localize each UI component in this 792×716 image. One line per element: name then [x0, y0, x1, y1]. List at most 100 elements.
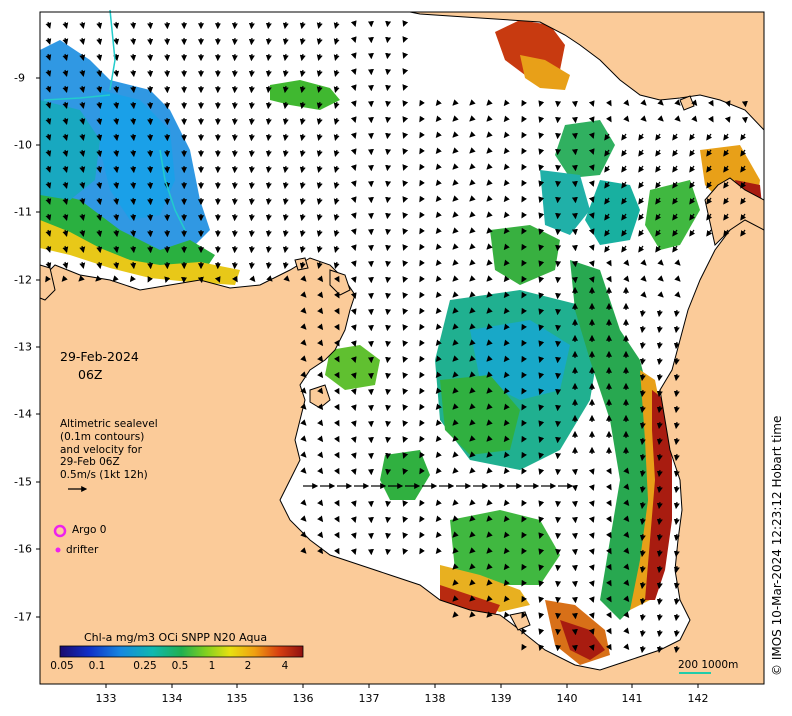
velocity-arrow	[385, 180, 392, 188]
velocity-arrow	[265, 149, 272, 158]
velocity-arrow	[638, 165, 645, 173]
velocity-arrow	[130, 197, 137, 206]
velocity-arrow	[656, 341, 663, 350]
velocity-arrow	[147, 85, 154, 94]
velocity-arrow	[45, 69, 52, 77]
velocity-arrow	[503, 563, 510, 571]
velocity-arrow	[605, 643, 612, 651]
velocity-arrow	[45, 53, 52, 61]
velocity-arrow	[265, 101, 272, 110]
velocity-arrow	[147, 245, 154, 254]
velocity-arrow	[385, 116, 392, 124]
altimetry-legend-line: 0.5m/s (1kt 12h)	[60, 469, 148, 482]
velocity-arrow	[385, 292, 392, 300]
velocity-arrow	[316, 117, 323, 125]
velocity-arrow	[469, 387, 476, 394]
velocity-arrow	[402, 68, 409, 75]
velocity-arrow	[350, 68, 357, 75]
velocity-arrow	[740, 229, 747, 237]
velocity-arrow	[419, 163, 425, 171]
x-axis-ticks	[105, 684, 699, 688]
velocity-arrow	[300, 323, 307, 330]
velocity-arrow	[538, 164, 545, 171]
velocity-arrow	[402, 500, 409, 507]
velocity-arrow	[248, 133, 255, 142]
velocity-arrow	[503, 339, 510, 347]
velocity-arrow	[300, 515, 307, 522]
velocity-arrow	[113, 229, 120, 238]
velocity-arrow	[655, 197, 662, 205]
velocity-arrow	[657, 291, 664, 298]
velocity-arrow	[621, 197, 628, 205]
velocity-arrow	[419, 131, 425, 139]
velocity-arrow	[333, 403, 340, 411]
velocity-arrow	[588, 260, 595, 267]
velocity-arrow	[538, 388, 545, 395]
velocity-arrow	[673, 357, 680, 366]
velocity-arrow	[350, 84, 357, 91]
velocity-arrow	[640, 259, 647, 266]
velocity-arrow	[45, 197, 52, 205]
velocity-arrow	[265, 165, 272, 174]
velocity-arrow	[113, 37, 120, 46]
velocity-arrow	[147, 165, 154, 174]
velocity-arrow	[402, 516, 409, 523]
velocity-arrow	[147, 69, 154, 78]
velocity-arrow	[333, 197, 340, 205]
velocity-arrow	[419, 227, 425, 235]
velocity-arrow	[655, 149, 662, 157]
x-tick-label: 137	[358, 692, 380, 705]
velocity-arrow	[435, 339, 442, 347]
chl-patch-mid-north	[490, 225, 560, 285]
velocity-arrow	[604, 165, 611, 173]
velocity-arrow	[521, 259, 527, 267]
velocity-arrow	[538, 356, 545, 363]
velocity-arrow	[639, 565, 646, 574]
velocity-arrow	[521, 211, 527, 219]
velocity-arrow	[521, 627, 527, 635]
velocity-arrow	[282, 149, 289, 158]
velocity-arrow	[265, 37, 272, 46]
velocity-arrow	[248, 37, 255, 46]
velocity-arrow	[538, 500, 545, 507]
velocity-arrow	[130, 37, 137, 46]
velocity-arrow	[486, 99, 493, 106]
velocity-arrow	[317, 547, 324, 555]
velocity-arrow	[350, 500, 357, 507]
velocity-arrow	[113, 85, 120, 94]
velocity-arrow	[503, 531, 510, 539]
velocity-arrow	[350, 468, 357, 475]
velocity-arrow	[300, 339, 307, 346]
velocity-arrow	[469, 451, 476, 458]
velocity-arrow	[656, 533, 663, 542]
velocity-arrow	[333, 307, 340, 315]
velocity-arrow	[740, 133, 747, 141]
velocity-arrow	[588, 500, 595, 507]
velocity-arrow	[604, 245, 611, 253]
velocity-arrow	[469, 547, 476, 554]
velocity-arrow	[402, 436, 409, 443]
velocity-arrow	[672, 149, 679, 157]
velocity-arrow	[402, 228, 409, 235]
velocity-arrow	[419, 387, 425, 395]
velocity-arrow	[419, 515, 425, 523]
velocity-arrow	[96, 37, 103, 46]
velocity-arrow	[638, 181, 645, 189]
chl-patch-coast-yellow	[40, 220, 240, 285]
velocity-arrow	[503, 499, 510, 507]
velocity-arrow	[96, 85, 103, 94]
velocity-arrow	[130, 21, 137, 30]
velocity-arrow	[708, 99, 714, 107]
velocity-arrow	[45, 149, 52, 157]
velocity-arrow	[62, 165, 69, 173]
velocity-arrow	[469, 371, 476, 378]
velocity-arrow	[503, 179, 510, 187]
velocity-arrow	[350, 420, 357, 427]
land-layer	[39, 11, 765, 685]
velocity-arrow	[385, 148, 392, 156]
velocity-arrow	[435, 99, 442, 107]
velocity-arrow	[538, 132, 545, 139]
velocity-arrow	[282, 197, 289, 206]
velocity-arrow	[638, 229, 645, 237]
velocity-arrow	[435, 243, 442, 251]
